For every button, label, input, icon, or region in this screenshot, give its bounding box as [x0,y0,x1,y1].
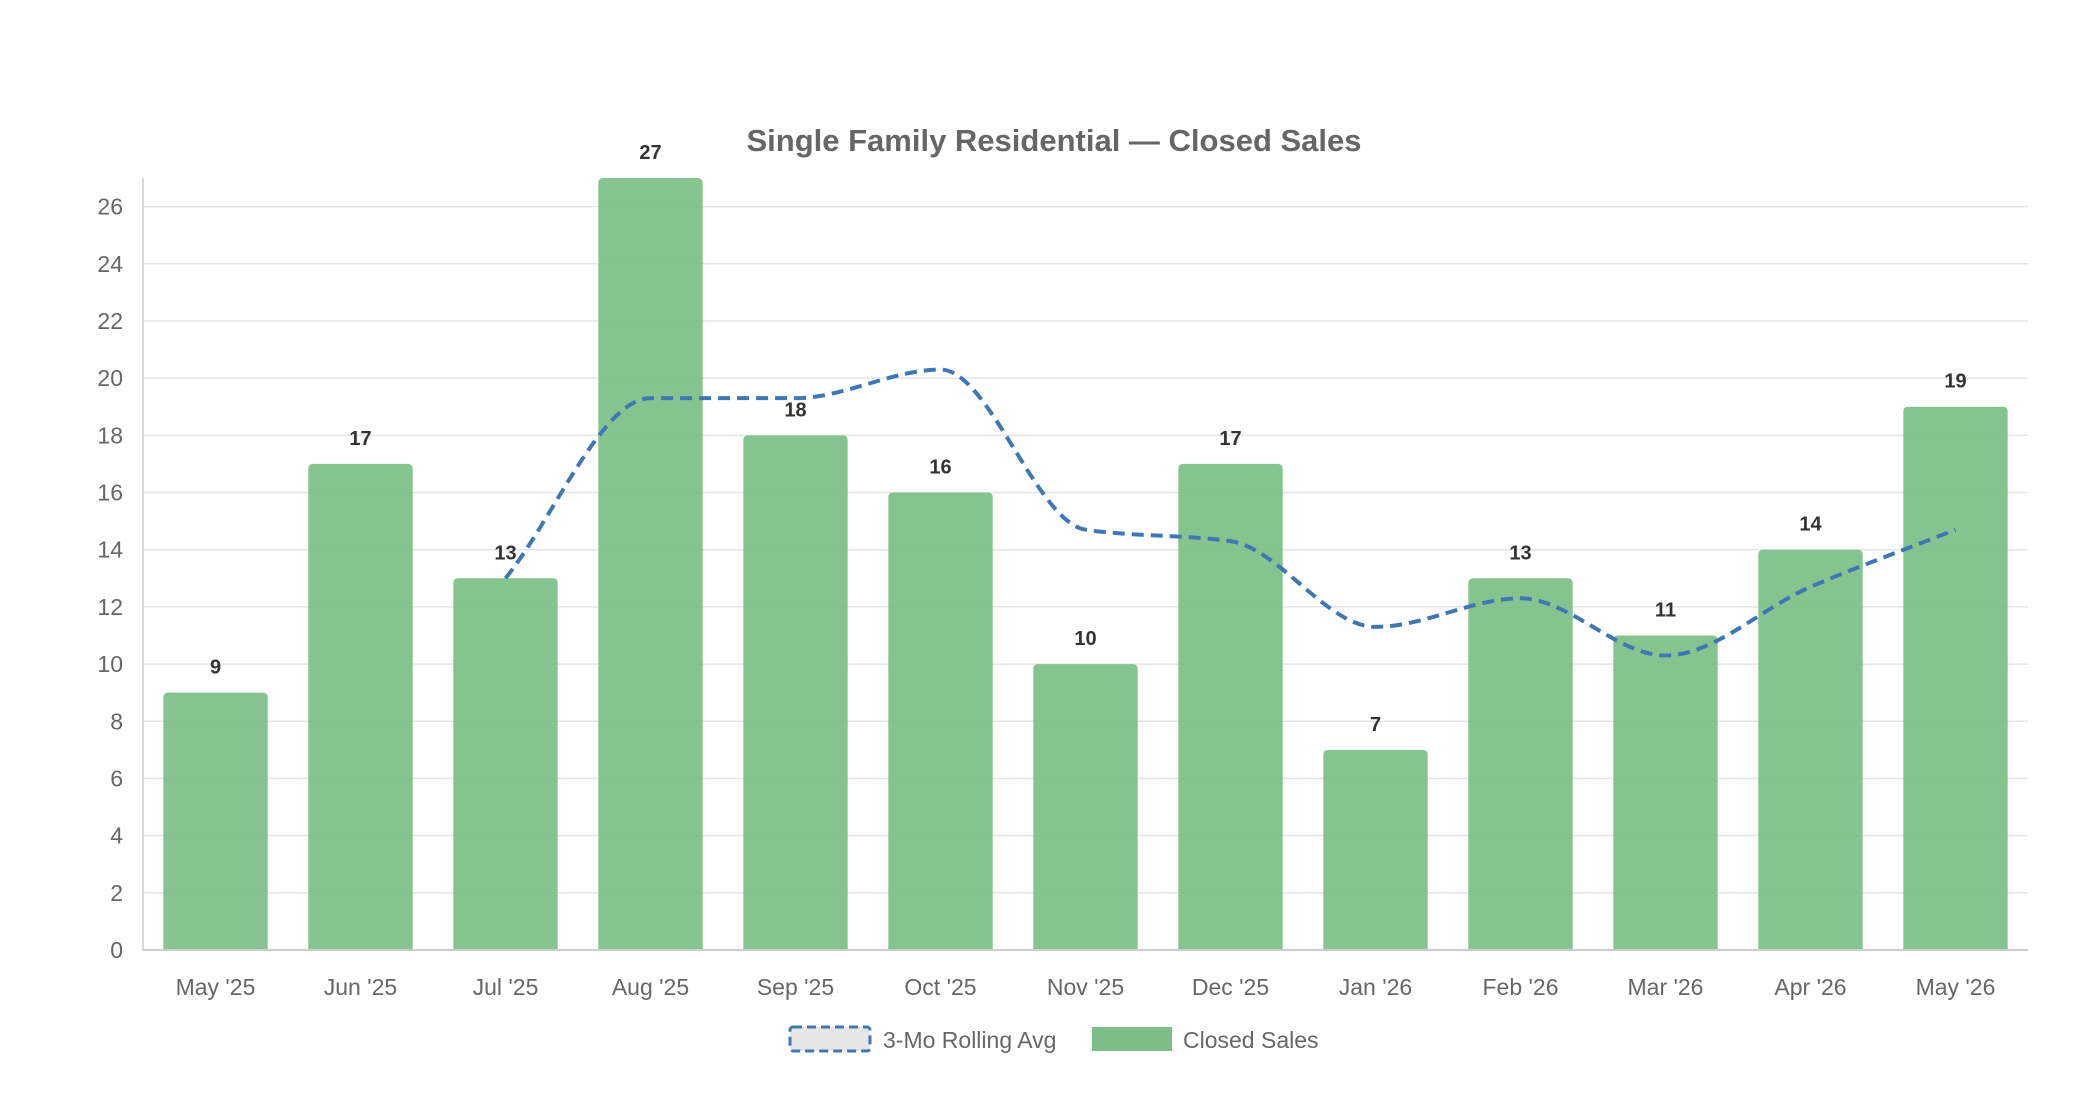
bar [1903,406,2008,951]
bar [1758,549,1863,950]
y-tick-label: 24 [97,251,123,277]
bar [1468,578,1573,950]
x-tick-label: Jun '25 [324,974,397,1000]
y-tick-label: 26 [97,194,123,220]
data-label: 7 [1370,714,1381,736]
x-tick-label: Mar '26 [1628,974,1704,1000]
bar [163,692,268,950]
x-tick-label: Apr '26 [1774,974,1846,1000]
chart-title: Single Family Residential — Closed Sales [746,123,1361,158]
y-tick-label: 8 [110,708,123,734]
x-tick-label: Sep '25 [757,974,834,1000]
data-label: 13 [1509,542,1531,564]
y-tick-label: 22 [97,308,123,334]
legend[interactable]: 3-Mo Rolling Avg Closed Sales [788,1025,1319,1053]
data-label: 9 [210,657,221,679]
bar [598,178,703,950]
bar [453,578,558,950]
legend-swatch-rolling-avg[interactable] [788,1025,872,1053]
y-tick-label: 18 [97,422,123,448]
bar [1323,749,1428,950]
bar [1178,463,1283,950]
bar-series [163,178,2008,951]
legend-swatch-closed-sales[interactable] [1092,1027,1172,1051]
x-tick-label: Dec '25 [1192,974,1269,1000]
x-tick-label: Jan '26 [1339,974,1412,1000]
x-tick-label: Feb '26 [1483,974,1559,1000]
data-label: 18 [784,399,806,421]
y-tick-label: 2 [110,880,123,906]
bar [888,492,993,950]
bar [743,435,848,950]
legend-label-closed-sales[interactable]: Closed Sales [1183,1027,1319,1053]
y-tick-label: 0 [110,937,123,963]
x-tick-label: Jul '25 [473,974,539,1000]
data-label: 11 [1655,599,1676,621]
data-labels: 9 17 13 27 18 16 10 17 7 13 11 14 19 [210,142,1967,736]
y-tick-label: 20 [97,365,123,391]
x-tick-label: Oct '25 [904,974,976,1000]
y-tick-label: 12 [97,594,123,620]
data-label: 16 [929,457,951,479]
bar [1613,635,1718,950]
x-tick-label: Nov '25 [1047,974,1124,1000]
rolling-average-line [503,367,1957,658]
data-label: 27 [639,142,661,164]
y-tick-label: 6 [110,765,123,791]
data-label: 10 [1074,628,1096,650]
data-label: 17 [349,428,371,450]
data-label: 17 [1219,428,1241,450]
y-tick-label: 10 [97,651,123,677]
y-tick-label: 16 [97,480,123,506]
x-tick-label: May '26 [1916,974,1996,1000]
y-tick-label: 4 [110,823,123,849]
data-label: 19 [1944,371,1966,393]
x-tick-label: May '25 [176,974,256,1000]
bar [1033,664,1138,950]
legend-label-rolling-avg[interactable]: 3-Mo Rolling Avg [883,1027,1056,1053]
data-label: 14 [1799,514,1822,536]
x-tick-label: Aug '25 [612,974,689,1000]
y-tick-label: 14 [97,537,123,563]
bar [308,463,413,950]
line-series [503,367,1957,658]
data-label: 13 [494,542,516,564]
